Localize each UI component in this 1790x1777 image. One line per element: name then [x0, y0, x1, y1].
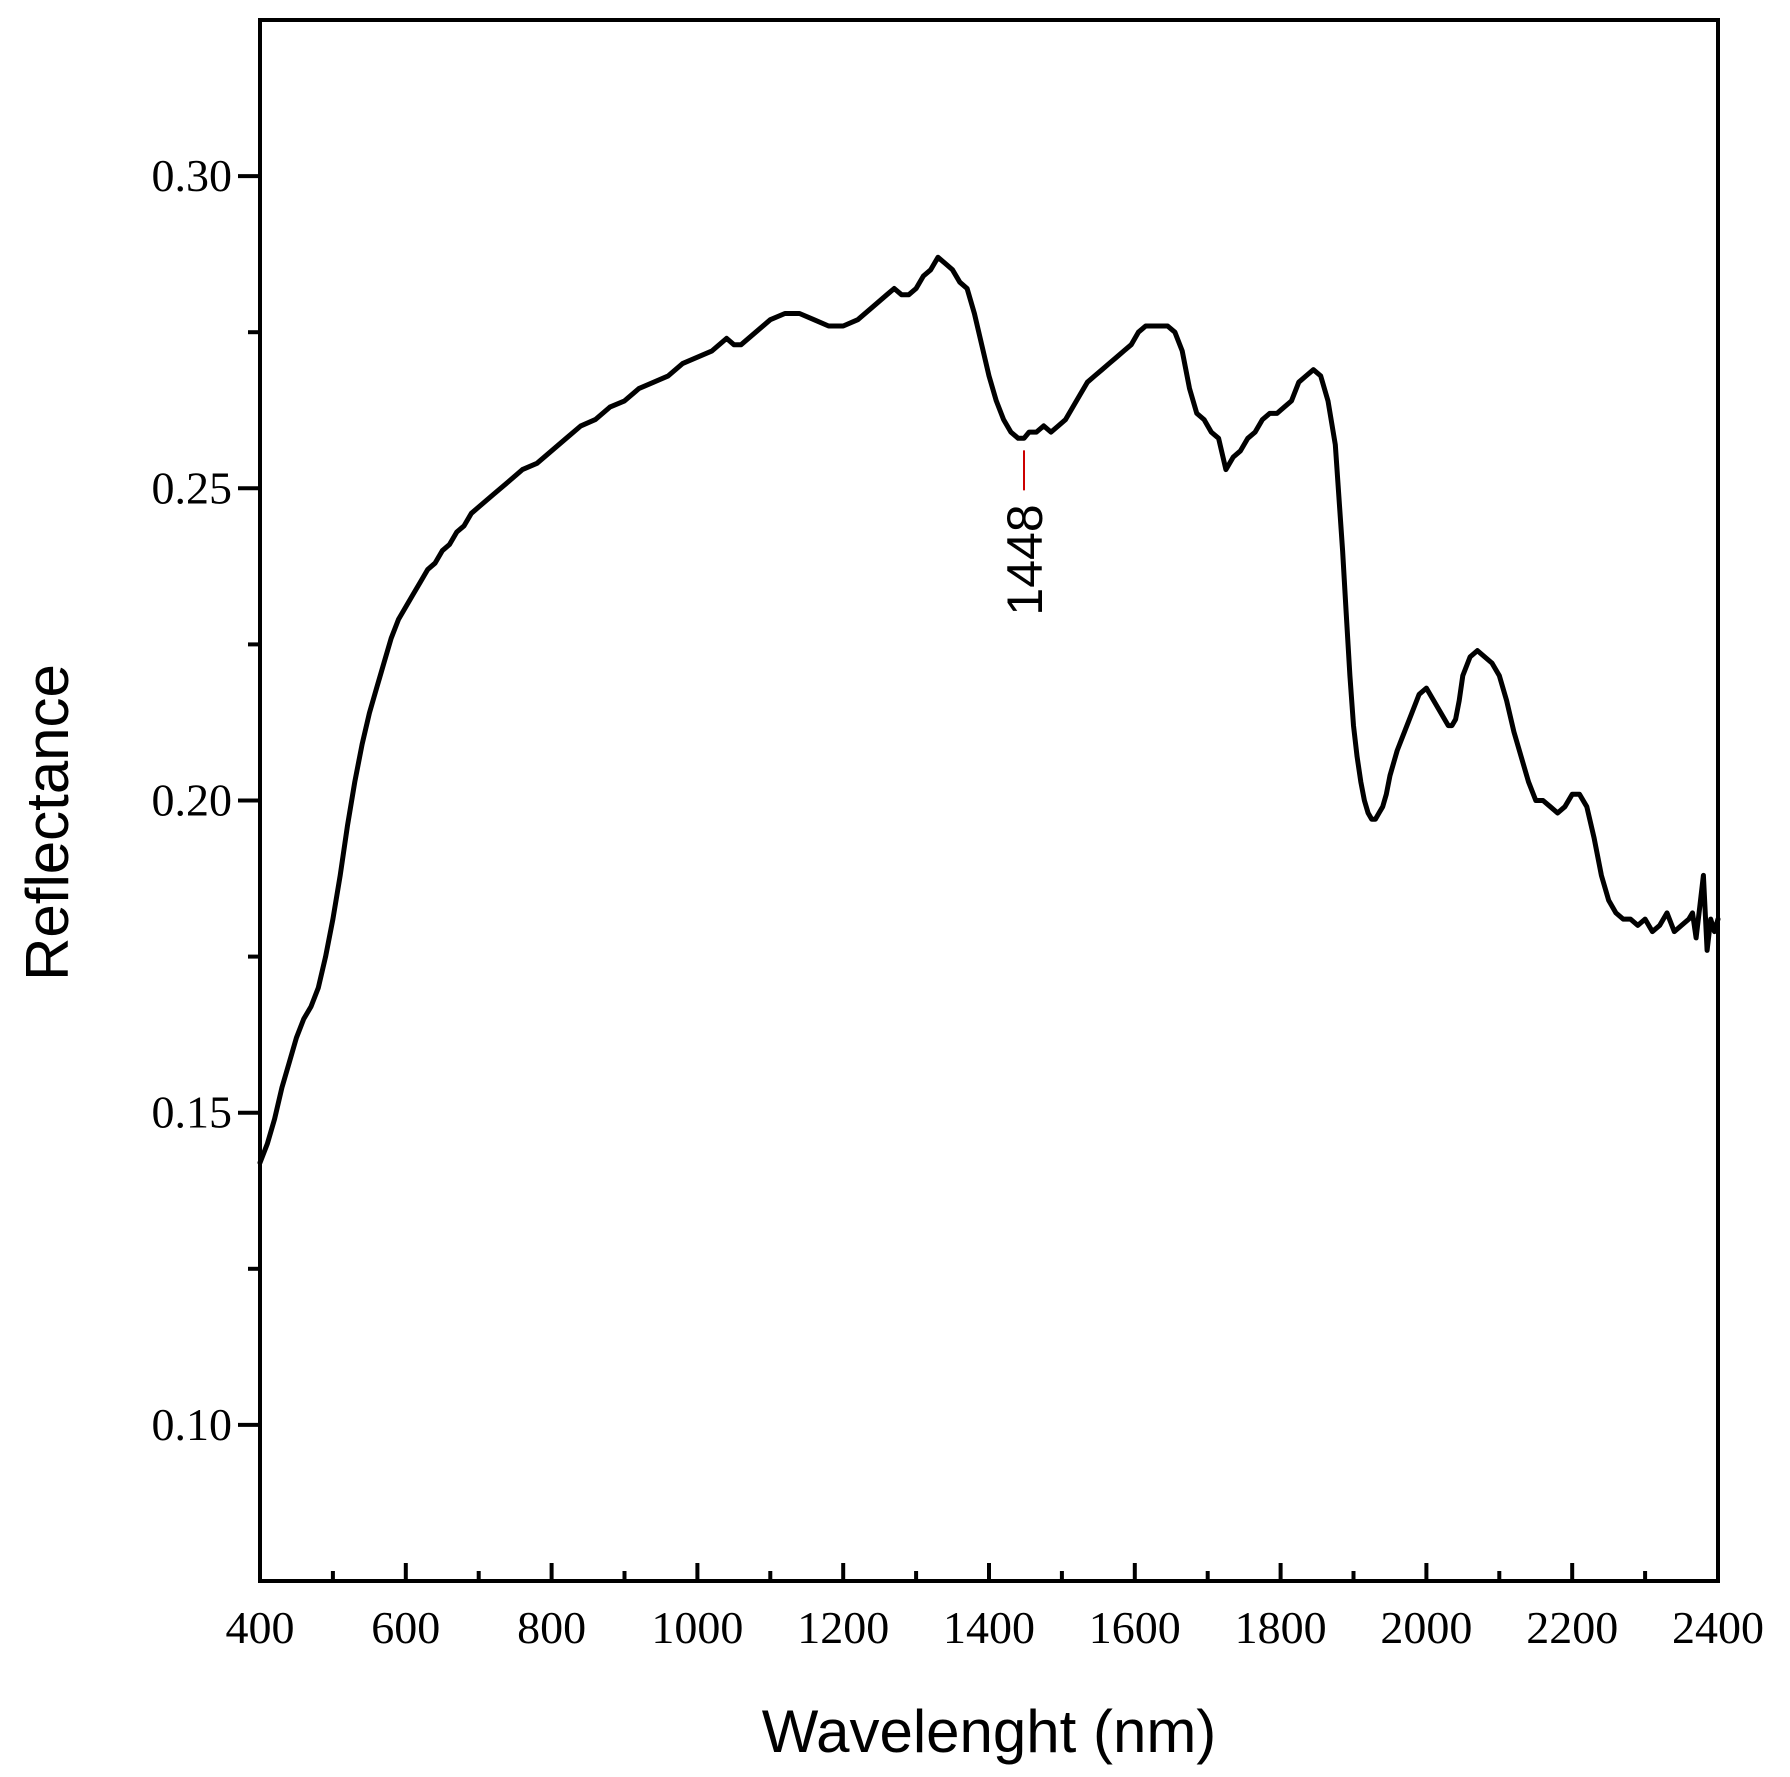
x-tick-label: 1600: [1089, 1602, 1181, 1653]
x-tick-label: 1200: [797, 1602, 889, 1653]
x-tick-label: 400: [226, 1602, 295, 1653]
y-axis-title: Reflectance: [14, 664, 81, 981]
x-axis-tick-labels: 400 600 800 1000 1200 1400 1600 1800 2000 2200 240…: [226, 1602, 1765, 1653]
y-tick-label: 0.25: [152, 462, 233, 513]
x-tick-label: 1800: [1235, 1602, 1327, 1653]
x-tick-label: 600: [371, 1602, 440, 1653]
y-tick-label: 0.15: [152, 1087, 233, 1138]
annotation-label: 1448: [997, 504, 1053, 615]
spectrum-line: [257, 254, 1721, 1166]
y-tick-label: 0.10: [152, 1399, 233, 1450]
x-tick-label: 2000: [1380, 1602, 1472, 1653]
series-group: [257, 254, 1721, 1166]
x-tick-label: 2400: [1672, 1602, 1764, 1653]
x-axis-ticks: [258, 1563, 1720, 1581]
x-tick-label: 800: [517, 1602, 586, 1653]
y-tick-label: 0.30: [152, 150, 233, 201]
y-axis-ticks: [238, 174, 260, 1427]
y-tick-label: 0.20: [152, 775, 233, 826]
x-tick-label: 2200: [1526, 1602, 1618, 1653]
plot-frame: [258, 18, 1720, 1583]
x-tick-label: 1000: [651, 1602, 743, 1653]
x-axis-title: Wavelenght (nm): [762, 1698, 1217, 1765]
x-tick-label: 1400: [943, 1602, 1035, 1653]
annotations: 1448: [997, 450, 1053, 616]
y-axis-tick-labels: 0.10 0.15 0.20 0.25 0.30: [152, 150, 233, 1450]
